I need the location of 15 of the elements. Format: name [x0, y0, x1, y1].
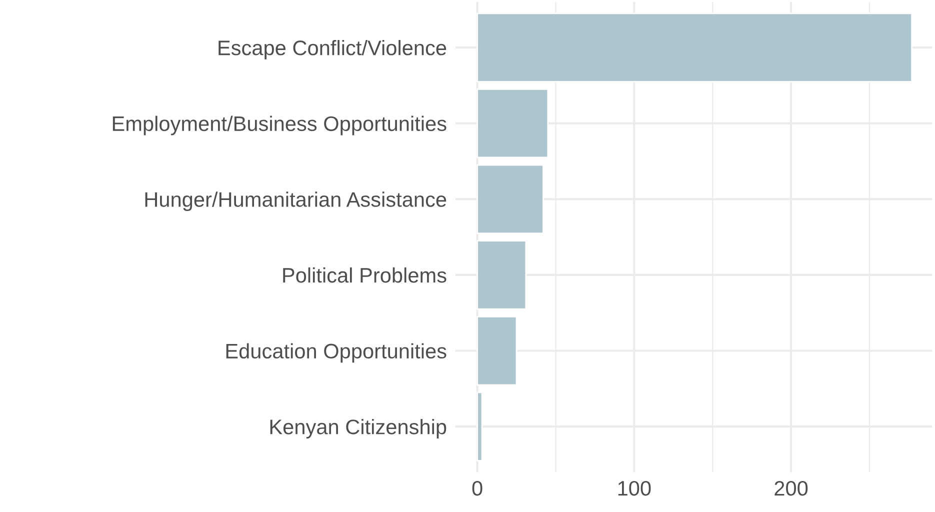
- bar: [476, 316, 518, 386]
- bar: [476, 88, 549, 158]
- bar: [476, 164, 544, 234]
- y-tick-label: Employment/Business Opportunities: [112, 116, 446, 136]
- y-tick-label: Hunger/Humanitarian Assistance: [145, 192, 446, 212]
- x-tick-label: 200: [774, 480, 808, 496]
- y-tick-label: Education Opportunities: [226, 343, 446, 363]
- y-tick-label: Kenyan Citizenship: [270, 419, 446, 438]
- bar: [476, 392, 483, 462]
- y-tick-label: Political Problems: [283, 267, 446, 283]
- x-tick-label: 100: [618, 480, 651, 496]
- x-tick-label: 0: [472, 480, 482, 496]
- bar: [476, 240, 527, 310]
- bar: [476, 12, 912, 82]
- y-tick-label: Escape Conflict/Violence: [218, 40, 446, 60]
